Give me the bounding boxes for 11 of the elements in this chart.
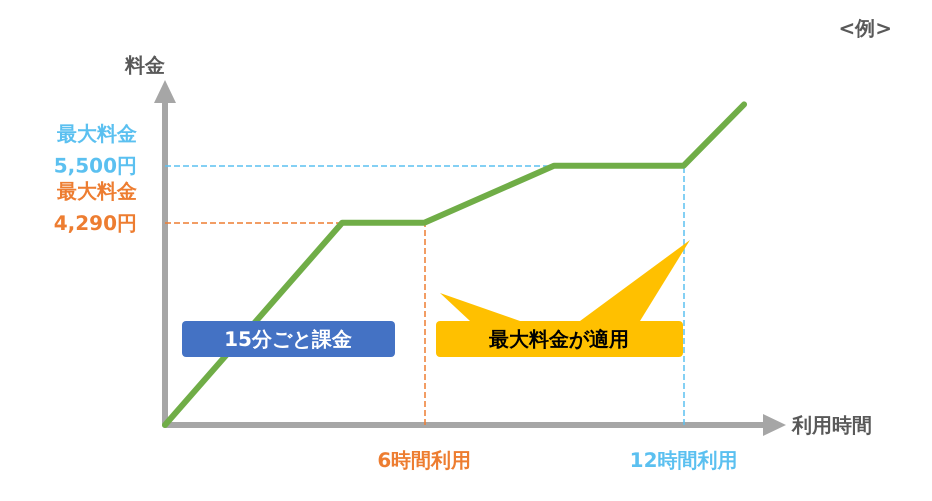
y-axis-title: 料金: [124, 53, 165, 77]
annotation: 15分ごと課金: [224, 327, 352, 351]
x-tick-label: 6時間利用: [377, 448, 472, 472]
y-tick-label: 5,500円: [54, 154, 137, 178]
ref-line-label: 最大料金: [56, 178, 137, 203]
text: <例>: [838, 16, 892, 40]
y-tick-label: 4,290円: [54, 210, 137, 235]
ref-line-label: 最大料金: [56, 122, 137, 146]
x-tick-label: 12時間利用: [630, 448, 738, 472]
annotation: 最大料金が適用: [488, 327, 629, 351]
x-axis-title: 利用時間: [791, 413, 872, 437]
